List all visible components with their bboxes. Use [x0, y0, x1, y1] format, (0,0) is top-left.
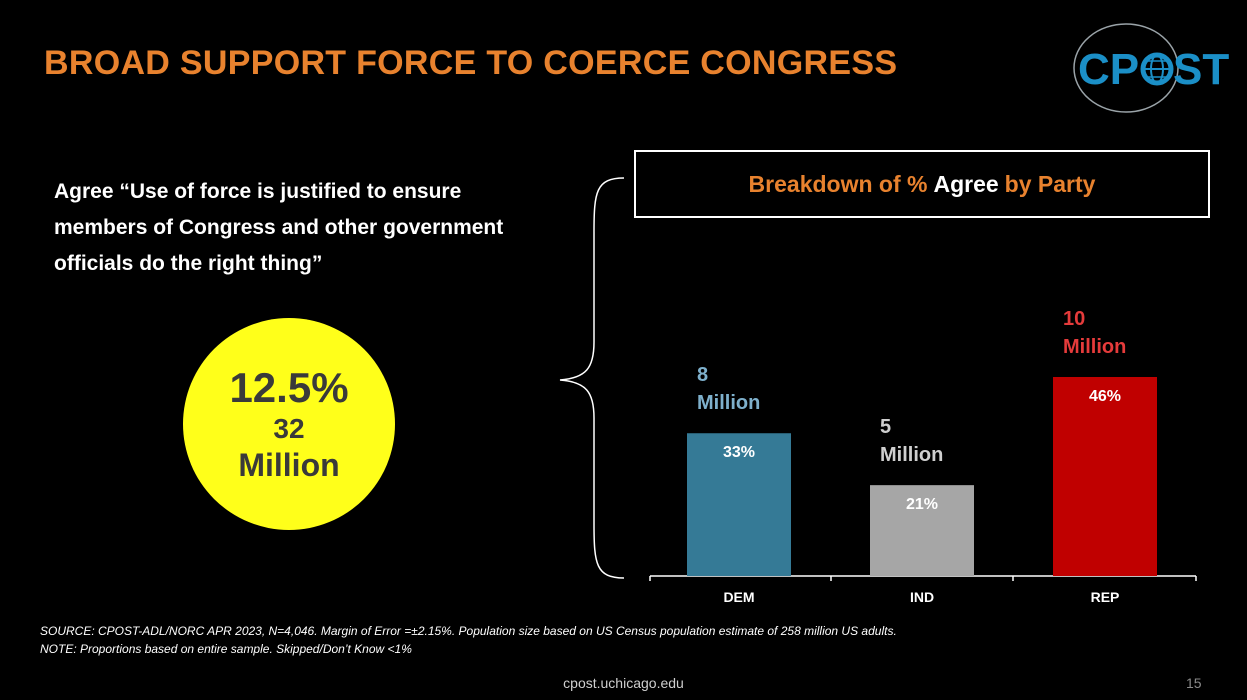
- svg-text:CP: CP: [1078, 45, 1139, 94]
- x-tick-label-rep: REP: [1091, 589, 1120, 605]
- bar-top-label-unit: Million: [697, 392, 760, 414]
- footer-url: cpost.uchicago.edu: [563, 675, 684, 691]
- highlight-count: 32: [273, 413, 305, 444]
- page-number: 15: [1186, 675, 1202, 691]
- bar-top-label-unit: Million: [1063, 336, 1126, 358]
- cpost-logo: CP ST: [1068, 22, 1238, 117]
- x-tick-label-ind: IND: [910, 589, 934, 605]
- bar-top-label-number: 5: [880, 416, 891, 438]
- highlight-circle: 12.5% 32 Million: [183, 318, 395, 530]
- bar-top-label-number: 8: [697, 364, 708, 386]
- curly-brace: [559, 177, 625, 579]
- breakdown-title-part1: Breakdown of %: [748, 170, 928, 197]
- bar-rep: [1053, 377, 1157, 576]
- bar-top-label-number: 10: [1063, 308, 1085, 330]
- breakdown-title-part2: Agree: [933, 170, 999, 197]
- slide-title: BROAD SUPPORT FORCE TO COERCE CONGRESS: [44, 44, 898, 82]
- breakdown-title-box: Breakdown of % Agree by Party: [634, 150, 1210, 218]
- source-line: SOURCE: CPOST-ADL/NORC APR 2023, N=4,046…: [40, 624, 897, 638]
- bar-value-label: 33%: [723, 444, 755, 461]
- highlight-percent: 12.5%: [229, 364, 349, 411]
- highlight-unit: Million: [238, 447, 340, 483]
- bar-value-label: 46%: [1089, 388, 1121, 405]
- bar-top-label-unit: Million: [880, 444, 943, 466]
- source-note: SOURCE: CPOST-ADL/NORC APR 2023, N=4,046…: [40, 622, 1220, 658]
- x-tick-label-dem: DEM: [723, 589, 754, 605]
- svg-text:ST: ST: [1173, 45, 1229, 94]
- survey-quote: Agree “Use of force is justified to ensu…: [54, 180, 504, 275]
- breakdown-title-part3: by Party: [1004, 170, 1096, 197]
- note-line: NOTE: Proportions based on entire sample…: [40, 642, 412, 656]
- bar-dem: [687, 433, 791, 576]
- bar-value-label: 21%: [906, 496, 938, 513]
- bar-ind: [870, 485, 974, 576]
